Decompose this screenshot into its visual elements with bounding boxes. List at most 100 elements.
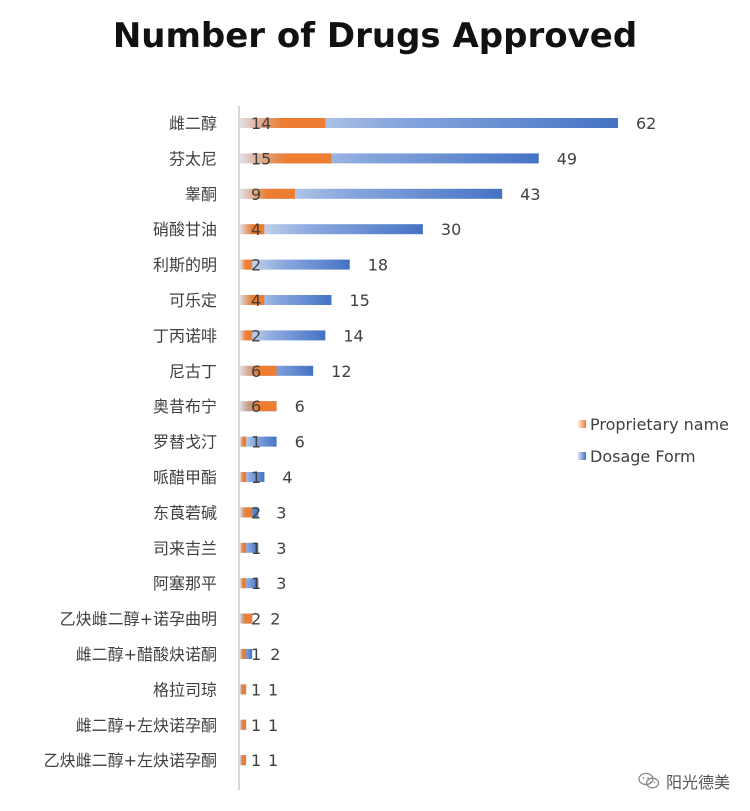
data-label-proprietary-name: 4 [251,220,261,239]
category-label: 硝酸甘油 [153,220,217,239]
bar-dosage-form [240,259,350,270]
data-label-proprietary-name: 1 [251,645,261,664]
data-label-proprietary-name: 9 [251,185,261,204]
data-label-dosage-form: 1 [268,680,278,699]
category-label: 利斯的明 [153,256,217,275]
legend-item-proprietary-name: Proprietary name [578,415,729,434]
data-label-dosage-form: 12 [331,362,351,381]
bar-dosage-form [240,118,618,128]
bar-dosage-form [240,578,259,589]
category-label: 尼古丁 [169,362,217,381]
data-label-dosage-form: 2 [270,645,280,664]
data-label-dosage-form: 30 [441,220,461,239]
data-label-proprietary-name: 1 [251,468,261,487]
legend-swatch [578,452,586,460]
bar-proprietary-name [240,365,277,376]
bar-proprietary-name [240,436,247,447]
bar-proprietary-name [240,578,247,589]
category-label: 芬太尼 [169,149,217,168]
data-label-proprietary-name: 2 [251,256,261,275]
category-label: 雌二醇 [169,114,217,133]
bar-dosage-form [240,472,265,482]
data-label-proprietary-name: 1 [251,716,261,735]
bar-dosage-form [240,153,539,164]
bar-proprietary-name [240,613,253,624]
legend-swatch [578,420,586,428]
watermark: 阳光德美 [638,769,730,793]
data-label-dosage-form: 3 [276,574,286,593]
legend-item-dosage-form: Dosage Form [578,447,696,466]
legend-label: Dosage Form [590,447,696,466]
data-label-dosage-form: 43 [520,185,540,204]
bar-proprietary-name [240,259,253,270]
bar-proprietary-name [240,719,247,730]
data-label-dosage-form: 62 [636,114,656,133]
category-label: 阿塞那平 [153,574,217,593]
data-label-proprietary-name: 2 [251,326,261,345]
category-label: 可乐定 [169,291,217,310]
category-label: 东莨菪碱 [153,503,217,522]
chart-title: Number of Drugs Approved [112,16,638,56]
data-label-proprietary-name: 6 [251,362,261,381]
data-label-dosage-form: 6 [295,397,305,416]
category-label: 乙炔雌二醇+诺孕曲明 [60,610,217,629]
data-label-dosage-form: 15 [349,291,369,310]
watermark-text: 阳光德美 [665,773,730,792]
category-label: 乙炔雌二醇+左炔诺孕酮 [44,751,217,770]
bar-dosage-form [240,188,503,199]
data-label-dosage-form: 3 [276,539,286,558]
data-label-dosage-form: 1 [268,716,278,735]
bar-proprietary-name [240,649,247,659]
data-label-proprietary-name: 2 [251,503,261,522]
data-label-proprietary-name: 4 [251,291,261,310]
bar-dosage-form [240,295,332,305]
data-label-proprietary-name: 1 [251,433,261,452]
bar-proprietary-name [240,684,247,695]
bar-dosage-form [240,330,326,341]
category-label: 格拉司琼 [153,680,217,699]
data-label-dosage-form: 1 [268,751,278,770]
bar-proprietary-name [240,118,326,128]
data-label-dosage-form: 49 [557,149,577,168]
bar-proprietary-name [240,507,253,518]
bar-proprietary-name [240,401,277,412]
bar-dosage-form [240,224,423,235]
bars-layer [240,118,618,766]
category-label: 奥昔布宁 [153,397,217,416]
bar-proprietary-name [240,472,247,482]
legend: Proprietary name Dosage Form [578,415,729,466]
data-label-dosage-form: 3 [276,503,286,522]
bar-proprietary-name [240,188,295,199]
bar-dosage-form [240,542,259,553]
wechat-icon [638,772,660,789]
data-label-proprietary-name: 6 [251,397,261,416]
bar-proprietary-name [240,330,253,341]
legend-label: Proprietary name [590,415,729,434]
data-label-dosage-form: 6 [295,433,305,452]
bar-proprietary-name [240,153,332,164]
data-label-proprietary-name: 1 [251,751,261,770]
bar-proprietary-name [240,542,247,553]
bar-dosage-form [240,436,277,447]
category-label: 哌醋甲酯 [153,468,217,487]
bar-proprietary-name [240,295,265,305]
bar-proprietary-name [240,224,265,235]
data-label-proprietary-name: 15 [251,149,271,168]
data-label-proprietary-name: 2 [251,610,261,629]
category-label: 睾酮 [185,185,217,204]
data-label-proprietary-name: 14 [251,114,271,133]
data-label-dosage-form: 18 [368,256,388,275]
data-label-dosage-form: 14 [343,326,363,345]
data-label-proprietary-name: 1 [251,539,261,558]
data-label-proprietary-name: 1 [251,574,261,593]
category-label: 司来吉兰 [153,539,217,558]
data-label-dosage-form: 2 [270,610,280,629]
data-label-dosage-form: 4 [282,468,292,487]
category-label: 丁丙诺啡 [153,326,217,345]
category-label: 雌二醇+左炔诺孕酮 [76,716,217,735]
category-label: 罗替戈汀 [153,433,217,452]
data-label-proprietary-name: 1 [251,680,261,699]
category-label: 雌二醇+醋酸炔诺酮 [76,645,217,664]
